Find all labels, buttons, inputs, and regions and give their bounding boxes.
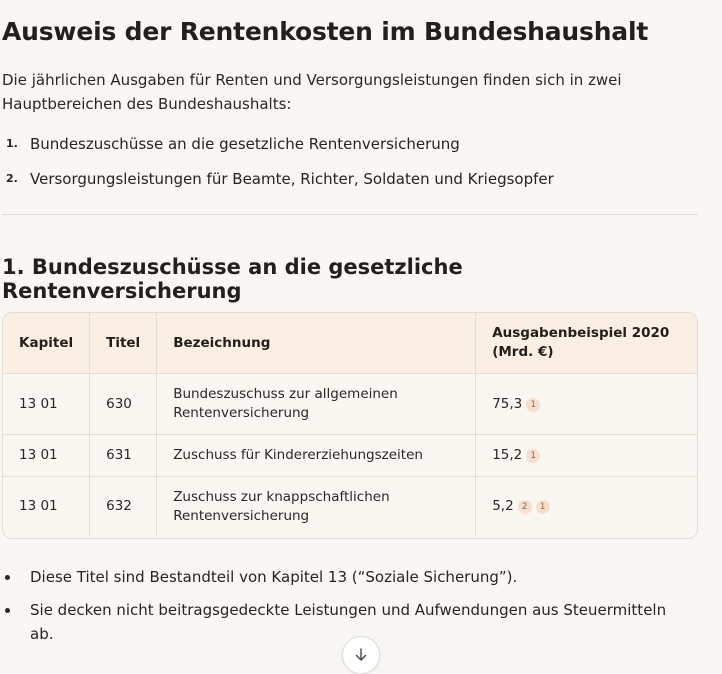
cell-titel: 631 — [89, 434, 158, 477]
citation-badge[interactable]: 2 — [517, 500, 532, 514]
list-number: 1. — [6, 137, 18, 150]
list-item: Sie decken nicht beitragsgedeckte Leistu… — [2, 598, 692, 646]
cell-titel: 632 — [89, 476, 158, 536]
column-header-kapitel: Kapitel — [3, 313, 91, 374]
notes-list: Diese Titel sind Bestandteil von Kapitel… — [2, 565, 692, 655]
column-header-bezeichnung: Bezeichnung — [156, 313, 477, 374]
section-list: 1. Bundeszuschüsse an die gesetzliche Re… — [2, 132, 554, 202]
cell-kapitel: 13 01 — [3, 373, 91, 435]
cell-betrag: 15,2 1 — [475, 434, 697, 477]
cell-kapitel: 13 01 — [3, 476, 91, 536]
list-item-label: Versorgungsleistungen für Beamte, Richte… — [30, 170, 554, 188]
list-item-label: Bundeszuschüsse an die gesetzliche Rente… — [30, 135, 460, 153]
section-heading: 1. Bundeszuschüsse an die gesetzliche Re… — [2, 255, 463, 303]
arrow-down-icon — [355, 648, 367, 661]
cell-betrag: 75,3 1 — [475, 373, 697, 435]
bullet-icon — [5, 575, 10, 580]
scroll-to-bottom-button[interactable] — [342, 636, 380, 674]
list-item: 1. Bundeszuschüsse an die gesetzliche Re… — [2, 132, 554, 156]
cell-betrag: 5,2 2 1 — [476, 477, 697, 537]
list-item: 2. Versorgungsleistungen für Beamte, Ric… — [2, 167, 554, 191]
amount-value: 75,3 — [492, 395, 523, 412]
bullet-icon — [5, 608, 10, 613]
data-table-container: Kapitel Titel Bezeichnung Ausgabenbeispi… — [2, 312, 698, 539]
cell-bezeichnung: Zuschuss für Kindererziehungszeiten — [156, 434, 477, 477]
cell-bezeichnung: Bundeszuschuss zur allgemeinen Rentenver… — [156, 373, 477, 435]
citation-badge[interactable]: 1 — [526, 397, 541, 412]
table-header-row: Kapitel Titel Bezeichnung Ausgabenbeispi… — [3, 313, 697, 374]
list-number: 2. — [6, 172, 18, 185]
note-text: Diese Titel sind Bestandteil von Kapitel… — [30, 568, 518, 586]
cell-kapitel: 13 01 — [3, 434, 91, 477]
citation-badge[interactable]: 1 — [535, 500, 550, 514]
intro-paragraph: Die jährlichen Ausgaben für Renten und V… — [2, 71, 622, 113]
cell-titel: 630 — [89, 373, 158, 435]
column-header-ausgaben: Ausgabenbeispiel 2020 (Mrd. €) — [475, 313, 697, 374]
column-header-titel: Titel — [89, 313, 158, 374]
list-item: Diese Titel sind Bestandteil von Kapitel… — [2, 565, 692, 589]
table-row: 13 01 632 Zuschuss zur knappschaftlichen… — [3, 476, 697, 537]
citation-badge[interactable]: 1 — [526, 449, 541, 463]
amount-value: 5,2 — [492, 498, 514, 514]
data-table: Kapitel Titel Bezeichnung Ausgabenbeispi… — [3, 313, 697, 536]
table-row: 13 01 630 Bundeszuschuss zur allgemeinen… — [3, 373, 697, 435]
note-text: Sie decken nicht beitragsgedeckte Leistu… — [30, 601, 667, 643]
page-title: Ausweis der Rentenkosten im Bundeshausha… — [2, 17, 649, 46]
table-row: 13 01 631 Zuschuss für Kindererziehungsz… — [3, 434, 697, 477]
amount-value: 15,2 — [492, 447, 523, 463]
cell-bezeichnung: Zuschuss zur knappschaftlichen Rentenver… — [156, 476, 477, 536]
section-divider — [2, 214, 698, 215]
